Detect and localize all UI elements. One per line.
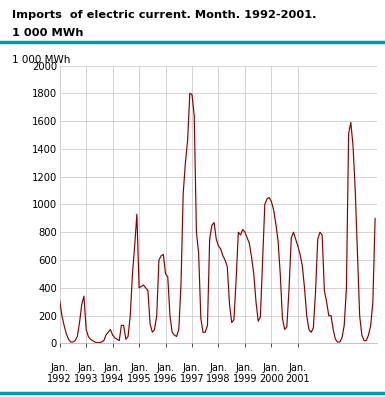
Text: Jan.
1997: Jan. 1997 <box>180 363 204 384</box>
Text: Jan.
2000: Jan. 2000 <box>259 363 284 384</box>
Text: Jan.
1993: Jan. 1993 <box>74 363 99 384</box>
Text: Jan.
1998: Jan. 1998 <box>206 363 231 384</box>
Text: Jan.
1999: Jan. 1999 <box>233 363 257 384</box>
Text: Jan.
1996: Jan. 1996 <box>153 363 178 384</box>
Text: Jan.
1992: Jan. 1992 <box>47 363 72 384</box>
Text: 1 000 MWh: 1 000 MWh <box>12 28 83 38</box>
Text: Jan.
1995: Jan. 1995 <box>127 363 151 384</box>
Text: Jan.
2001: Jan. 2001 <box>286 363 310 384</box>
Text: Jan.
1994: Jan. 1994 <box>100 363 125 384</box>
Text: 1 000 MWh: 1 000 MWh <box>12 55 70 65</box>
Text: Imports  of electric current. Month. 1992-2001.: Imports of electric current. Month. 1992… <box>12 10 316 20</box>
